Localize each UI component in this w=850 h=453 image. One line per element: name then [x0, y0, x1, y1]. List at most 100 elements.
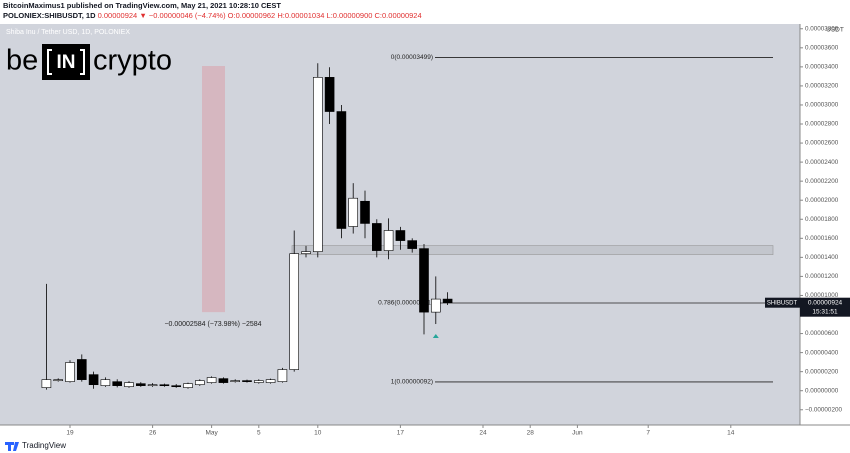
zone	[291, 245, 774, 255]
candle-body	[147, 384, 158, 387]
y-tick-label: −0.00000200	[805, 406, 842, 413]
last-symbol: SHIBUSDT	[767, 300, 798, 306]
fib-label: 0.786(0.00000921)	[378, 300, 433, 307]
y-tick-label: 0.00001200	[805, 273, 839, 280]
y-tick-label: 0.00000000	[805, 387, 839, 394]
x-tick-label: 19	[66, 430, 74, 437]
y-tick-label: 0.00002800	[805, 121, 839, 128]
y-tick-label: 0.00001600	[805, 235, 839, 242]
y-tick-label: 0.00000400	[805, 349, 839, 356]
last-price: 0.00000924	[808, 299, 843, 306]
candle-body	[41, 379, 52, 388]
candle-body	[430, 298, 441, 313]
candle-body	[77, 359, 87, 380]
candle-body	[53, 379, 64, 382]
candle-body	[254, 380, 264, 383]
y-tick-label: 0.00003800	[805, 25, 839, 32]
price-axis	[800, 24, 850, 425]
candle-body	[124, 382, 134, 388]
candle-body	[136, 383, 146, 386]
last-price-box	[800, 297, 850, 317]
footer-logo	[5, 442, 19, 451]
candle-body	[171, 385, 181, 388]
candle-body	[265, 379, 276, 383]
y-tick-label: 0.00001000	[805, 292, 839, 299]
candle-body	[301, 251, 311, 254]
price: 0.00000924	[97, 11, 138, 20]
ohlc: H:0.00001034	[277, 11, 325, 20]
y-tick-label: 0.00001800	[805, 216, 839, 223]
last-symbol-box	[765, 297, 800, 308]
candle-body	[289, 253, 300, 370]
candle-body	[336, 111, 347, 229]
y-tick-label: 0.00003400	[805, 64, 839, 71]
candle-body	[360, 200, 370, 224]
publisher: BitcoinMaximus1 published on TradingView…	[3, 1, 282, 10]
y-tick-label: 0.00002200	[805, 178, 839, 185]
change: ▼ −0.00000046 (−4.74%)	[139, 11, 226, 20]
candle-body	[383, 230, 394, 251]
candle-body	[242, 380, 252, 382]
candle-body	[395, 230, 406, 241]
y-tick-label: 0.00000200	[805, 368, 839, 375]
logo-text: be	[6, 45, 38, 77]
candle-body	[407, 240, 418, 249]
x-tick-label: Jun	[572, 430, 583, 437]
candle-body	[312, 77, 323, 252]
ohlc: C:0.00000924	[374, 11, 422, 20]
candle-body	[218, 378, 229, 383]
logo-brackets	[47, 49, 85, 75]
x-tick-label: 26	[149, 430, 157, 437]
y-tick-label: 0.00000600	[805, 330, 839, 337]
x-tick-label: May	[205, 430, 218, 437]
y-tick-label: 0.00003200	[805, 83, 839, 90]
x-tick-label: 24	[479, 430, 487, 437]
chart-title: Shiba Inu / Tether USD, 1D, POLONIEX	[6, 29, 130, 36]
x-tick-label: 17	[397, 430, 405, 437]
logo-text: IN	[57, 52, 76, 73]
candle-body	[324, 77, 335, 112]
header: BitcoinMaximus1 published on TradingView…	[3, 1, 422, 21]
x-tick-label: 28	[527, 430, 535, 437]
footer-text: TradingView	[22, 441, 66, 450]
candle-body	[419, 248, 429, 313]
x-tick-label: 14	[727, 430, 735, 437]
y-tick-label: 0.00001400	[805, 254, 839, 261]
candle-body	[112, 381, 122, 386]
measure-label: −0.00002584 (−73.98%) −2584	[164, 321, 261, 328]
fib-label: 0(0.00003499)	[391, 54, 433, 61]
ohlc: L:0.00000900	[326, 11, 373, 20]
candle-body	[442, 298, 453, 303]
signal-marker	[432, 334, 439, 339]
plot-area	[0, 24, 800, 425]
candle-body	[348, 197, 359, 227]
candle-body	[100, 379, 111, 386]
y-axis-label: USDT	[826, 27, 844, 34]
logo: be IN crypto	[6, 44, 172, 80]
symbol: POLONIEX:SHIBUSDT, 1D	[3, 11, 96, 20]
candle-body	[195, 380, 205, 386]
x-tick-label: 10	[314, 430, 322, 437]
candle-body	[159, 384, 170, 387]
y-tick-label: 0.00003600	[805, 44, 839, 51]
candle-body	[65, 362, 75, 382]
candle-body	[206, 377, 217, 383]
candle-body	[88, 374, 99, 386]
candle-body	[371, 223, 382, 251]
logo-text: crypto	[93, 45, 172, 77]
y-tick-label: 0.00002400	[805, 159, 839, 166]
y-tick-label: 0.00002600	[805, 140, 839, 147]
x-tick-label: 5	[257, 430, 261, 437]
fib-label: 1(0.00000092)	[391, 379, 433, 386]
y-tick-label: 0.00003000	[805, 102, 839, 109]
candle-body	[277, 369, 288, 382]
candle-body	[230, 380, 240, 382]
measure-box	[202, 66, 225, 313]
x-tick-label: 7	[646, 430, 650, 437]
candle-body	[183, 383, 193, 388]
countdown: 15:31:51	[812, 308, 838, 315]
y-tick-label: 0.00002000	[805, 197, 839, 204]
ohlc: O:0.00000962	[227, 11, 276, 20]
